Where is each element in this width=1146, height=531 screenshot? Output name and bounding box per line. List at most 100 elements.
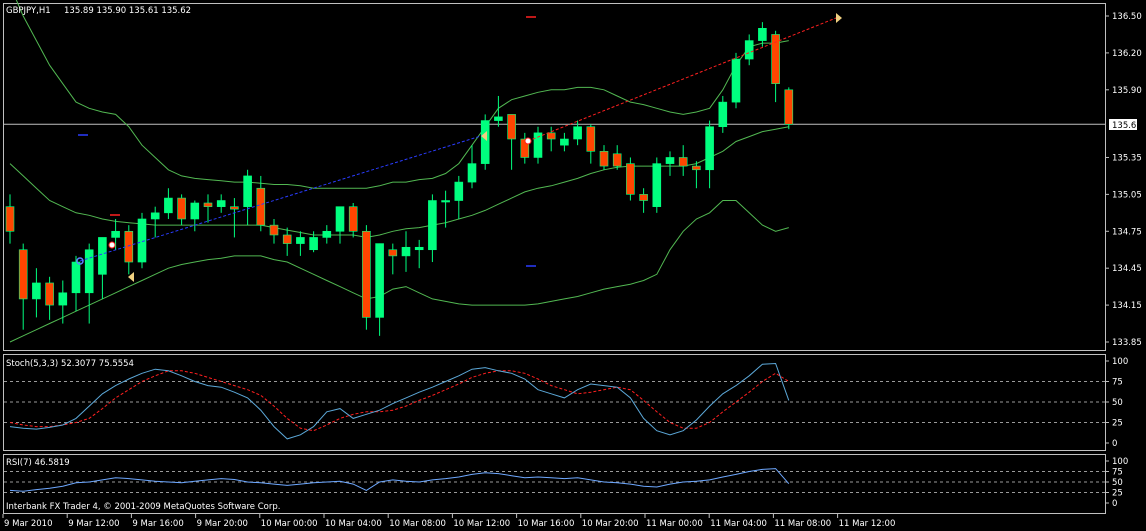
bullish-candle[interactable]	[58, 280, 68, 324]
bullish-candle[interactable]	[71, 255, 81, 312]
bullish-candle[interactable]	[480, 114, 490, 170]
bullish-candle[interactable]	[98, 237, 107, 299]
bearish-candle[interactable]	[177, 194, 186, 226]
bullish-candle[interactable]	[84, 243, 94, 324]
bullish-candle[interactable]	[296, 231, 305, 256]
candle-body	[111, 230, 120, 238]
bullish-candle[interactable]	[414, 239, 424, 269]
candle-body	[348, 206, 358, 232]
bullish-candle[interactable]	[744, 34, 754, 66]
indicator-tick-label: 0	[1112, 439, 1117, 449]
bullish-candle[interactable]	[665, 151, 675, 176]
bearish-candle[interactable]	[678, 145, 688, 176]
bullish-candle[interactable]	[758, 22, 767, 47]
bearish-candle[interactable]	[45, 276, 54, 320]
bearish-candle[interactable]	[256, 175, 266, 232]
candle-body	[546, 132, 556, 140]
white-circle-marker[interactable]	[108, 241, 116, 249]
bullish-candle[interactable]	[705, 120, 714, 189]
indicator-tick-label: 75	[1112, 468, 1123, 478]
candle-body	[296, 237, 305, 244]
bearish-candle[interactable]	[269, 218, 279, 244]
bullish-candle[interactable]	[573, 120, 582, 146]
bullish-candle[interactable]	[441, 190, 450, 228]
bearish-candle[interactable]	[520, 132, 530, 164]
time-tick-label: 9 Mar 20:00	[197, 519, 248, 529]
bearish-candle[interactable]	[230, 198, 239, 238]
blue-dashed-trendline[interactable]	[79, 134, 485, 262]
time-tick-label: 10 Mar 16:00	[518, 519, 575, 529]
candle-body	[58, 292, 68, 306]
candle-body	[586, 126, 596, 152]
blue-circle-marker[interactable]	[76, 257, 84, 265]
arrow-marker[interactable]	[836, 13, 842, 23]
bullish-candle[interactable]	[652, 157, 662, 213]
candle-body	[784, 89, 794, 125]
price-tick-label: 134.75	[1112, 227, 1142, 237]
bearish-candle[interactable]	[282, 227, 292, 256]
bullish-candle[interactable]	[137, 212, 147, 269]
bullish-candle[interactable]	[467, 145, 477, 189]
indicator-tick-label: 50	[1112, 398, 1123, 408]
candle-body	[5, 206, 15, 232]
bearish-candle[interactable]	[18, 243, 28, 330]
bearish-candle[interactable]	[639, 188, 648, 213]
bullish-candle[interactable]	[243, 169, 252, 226]
bullish-candle[interactable]	[111, 218, 120, 250]
arrow-marker[interactable]	[128, 272, 134, 282]
bearish-candle[interactable]	[586, 124, 596, 164]
rsi-label: RSI(7) 46.5819	[6, 458, 70, 468]
candle-body	[507, 114, 516, 140]
bearish-candle[interactable]	[5, 194, 15, 244]
white-circle-marker[interactable]	[524, 137, 532, 145]
bullish-candle[interactable]	[718, 95, 728, 133]
bullish-candle[interactable]	[533, 126, 543, 164]
bearish-candle[interactable]	[348, 202, 358, 238]
bearish-candle[interactable]	[203, 194, 213, 223]
bearish-candle[interactable]	[599, 145, 609, 170]
bullish-candle[interactable]	[494, 95, 503, 127]
time-tick-label: 11 Mar 04:00	[710, 519, 767, 529]
bullish-candle[interactable]	[454, 175, 464, 219]
bearish-candle[interactable]	[362, 225, 371, 330]
candle-body	[652, 163, 662, 207]
candle-body	[18, 249, 28, 300]
arrow-marker[interactable]	[481, 131, 487, 141]
bullish-candle[interactable]	[190, 200, 200, 232]
bullish-candle[interactable]	[731, 52, 741, 109]
bullish-candle[interactable]	[375, 243, 384, 336]
panel-frames	[3, 3, 1106, 514]
bearish-candle[interactable]	[771, 30, 780, 103]
rsi-panel[interactable]	[3, 454, 1106, 514]
candle-body	[164, 197, 173, 214]
bearish-candle[interactable]	[546, 126, 556, 152]
bullish-candle[interactable]	[150, 206, 160, 238]
bearish-candle[interactable]	[784, 87, 794, 130]
bullish-candle[interactable]	[32, 268, 41, 318]
bearish-candle[interactable]	[626, 157, 635, 201]
candle-body	[216, 200, 226, 207]
bullish-candle[interactable]	[335, 206, 345, 244]
bullish-candle[interactable]	[560, 132, 569, 152]
red-dashed-trendline[interactable]	[527, 17, 837, 142]
candle-body	[71, 261, 81, 294]
bullish-candle[interactable]	[401, 231, 411, 272]
price-tick-label: 135.35	[1112, 153, 1142, 163]
bullish-candle[interactable]	[309, 231, 318, 253]
bearish-candle[interactable]	[692, 161, 701, 189]
bearish-candle[interactable]	[507, 114, 516, 170]
candle-body	[560, 138, 569, 146]
indicator-tick-label: 75	[1112, 378, 1123, 388]
bullish-candle[interactable]	[216, 194, 226, 213]
candle-body	[230, 206, 239, 210]
bullish-candle[interactable]	[164, 188, 173, 219]
bearish-candle[interactable]	[612, 145, 622, 170]
bullish-candle[interactable]	[428, 194, 437, 263]
main-price-panel[interactable]	[3, 3, 1106, 351]
candle-body	[771, 34, 780, 84]
bullish-candle[interactable]	[322, 225, 332, 244]
bearish-candle[interactable]	[388, 243, 398, 275]
bearish-candle[interactable]	[124, 225, 134, 275]
indicator-tick-label: 50	[1112, 478, 1123, 488]
